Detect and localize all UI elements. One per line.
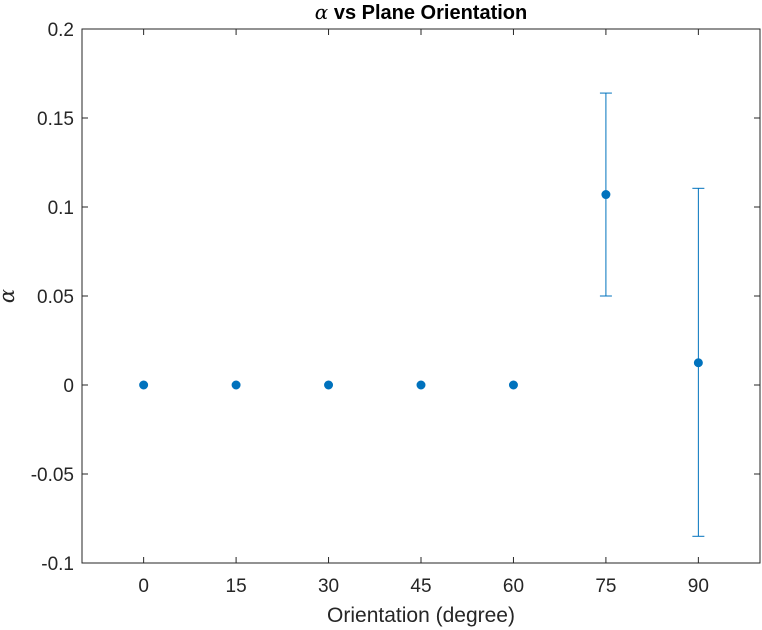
y-tick-label: 0 <box>63 376 74 397</box>
data-point <box>324 380 334 390</box>
axes: 0 15 30 45 60 75 90 -0.1 -0.05 0 0.05 0.1 0.15 0.2 <box>31 20 761 597</box>
data-point <box>693 358 703 368</box>
chart-title-text: vs Plane Orientation <box>328 2 527 24</box>
y-tick-label: 0.15 <box>37 109 74 130</box>
y-axis-label: α <box>0 289 19 303</box>
data-point <box>139 380 149 390</box>
y-tick-label: -0.05 <box>31 465 74 486</box>
data-point <box>416 380 426 390</box>
x-axis-label: Orientation (degree) <box>327 604 515 627</box>
data-point <box>231 380 241 390</box>
y-tick-label: -0.1 <box>41 554 74 575</box>
x-tick-label: 45 <box>410 576 431 597</box>
y-tick-label: 0.2 <box>48 20 74 41</box>
x-tick-label: 30 <box>318 576 339 597</box>
x-tick-label: 0 <box>138 576 149 597</box>
chart-title-symbol: α <box>315 0 329 24</box>
chart-title: α vs Plane Orientation <box>315 0 527 24</box>
data-point <box>601 190 611 200</box>
x-tick-label: 75 <box>595 576 616 597</box>
data-point <box>508 380 518 390</box>
x-tick-label: 60 <box>503 576 524 597</box>
x-tick-label: 90 <box>688 576 709 597</box>
y-tick-label: 0.05 <box>37 287 74 308</box>
x-tick-label: 15 <box>226 576 247 597</box>
data-marks <box>139 92 705 537</box>
y-tick-label: 0.1 <box>48 198 74 219</box>
